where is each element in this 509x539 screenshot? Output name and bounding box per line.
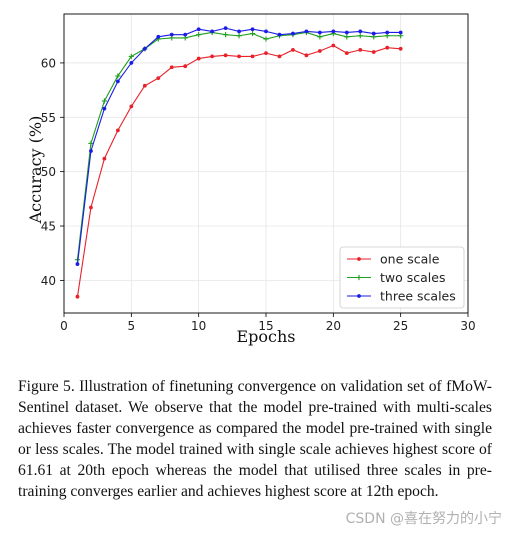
data-point [371,50,376,54]
legend-swatch-marker [356,274,362,281]
data-point [317,49,322,53]
ticks: 0 5 10 15 20 25 30 40 45 50 55 60 [41,56,476,333]
x-axis-title: Epochs [236,327,295,346]
data-point [358,47,363,52]
legend-swatch-marker [357,294,361,298]
data-point [75,294,80,299]
data-point [249,30,256,37]
data-point [385,30,390,35]
legend-box [339,246,465,309]
data-point [129,104,134,109]
legend-label: three scales [380,289,456,304]
data-point [183,64,188,69]
series-one-scale [75,43,403,299]
y-tick-label: 45 [41,220,56,234]
data-point [398,30,403,35]
legend-label: one scale [380,252,440,267]
data-point [264,51,268,56]
data-point [358,29,363,34]
x-tick-label: 10 [191,319,206,333]
legend-entry: two scales [347,270,445,285]
series-three-scales [75,26,403,266]
legend-swatch-marker [357,257,361,261]
figure-caption: Figure 5. Illustration of finetuning con… [18,378,492,500]
x-tick-label: 5 [128,319,136,333]
y-tick-label: 55 [41,111,56,125]
data-point [304,29,309,34]
data-point [304,53,309,58]
data-point [196,27,201,32]
data-point [291,47,295,52]
x-tick-label: 20 [326,319,341,333]
data-point [223,32,229,38]
data-point [169,65,174,70]
legend: one scale two scales three scales [339,246,465,309]
data-point [210,54,215,59]
legend-entry: three scales [347,289,456,304]
data-point [101,98,107,104]
data-point [102,106,107,111]
data-point [277,32,282,37]
data-point [237,54,241,59]
x-tick-label: 0 [60,319,68,333]
data-point [264,29,268,34]
y-axis-title: Accuracy (%) [26,116,45,225]
data-point [237,29,241,34]
x-tick-label: 30 [460,319,475,333]
data-point [196,56,201,61]
data-point [357,33,363,39]
data-point [317,30,322,35]
data-point [331,43,336,48]
data-point [115,79,120,84]
data-point [115,128,120,133]
data-point [263,36,269,42]
data-point [317,34,323,40]
data-point [128,53,134,60]
data-point [102,156,107,161]
data-point [89,205,93,210]
y-tick-label: 50 [41,165,56,179]
data-point [371,31,376,36]
data-point [385,45,390,50]
data-point [196,32,202,38]
data-point [344,51,349,56]
data-point [250,27,255,32]
y-tick-label: 60 [41,56,56,70]
series [74,26,404,299]
data-point [156,34,161,39]
series-two-scales [74,29,404,263]
y-tick-label: 40 [41,274,56,288]
data-point [88,140,94,146]
data-point [156,76,161,81]
data-point [89,149,93,153]
data-point [291,31,295,36]
data-point [142,46,147,51]
data-point [142,83,147,88]
data-point [331,29,336,34]
accuracy-chart: 0 5 10 15 20 25 30 40 45 50 55 60 one scale two scal… [26,13,476,346]
legend-label: two scales [380,270,445,285]
data-point [344,34,350,40]
x-tick-label: 15 [258,319,273,333]
chart-svg: 0 5 10 15 20 25 30 40 45 50 55 60 one scale two scal… [26,13,476,346]
data-point [344,30,349,35]
data-point [250,54,255,59]
data-point [398,46,403,51]
x-tick-label: 25 [393,319,408,333]
data-point [236,33,242,39]
data-point [75,262,80,266]
data-point [183,32,188,37]
data-point [223,53,228,58]
data-point [169,32,174,37]
legend-entry: one scale [347,252,440,267]
data-point [115,73,121,79]
data-point [223,26,228,31]
watermark: CSDN @喜在努力的小宁 [345,511,502,527]
data-point [129,61,134,65]
data-point [277,54,282,59]
data-point [210,29,215,34]
